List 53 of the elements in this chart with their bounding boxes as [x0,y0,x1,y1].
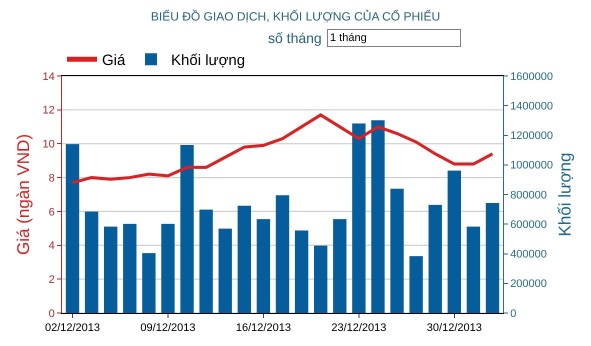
y-tick-label: 8 [48,172,55,184]
text: 1 tháng [330,32,458,44]
y2-axis-title: Khối lượng [555,152,574,236]
y-tick-label: 14 [42,70,55,83]
y-axis-title: Giá (ngàn VND) [14,134,34,255]
y2-tick-label: 800000 [510,189,547,202]
bar [428,204,442,313]
y2-tick-label: 1400000 [510,100,554,112]
bar [104,226,118,313]
bar [294,230,308,313]
bar [390,188,404,313]
bar [486,202,500,313]
bar [409,256,423,313]
x-tick-label: 30/12/2013 [426,322,482,334]
bar [180,145,194,313]
legend-label: Giá [102,52,126,70]
bar [66,144,80,313]
x-tick-label: 02/12/2013 [44,322,100,334]
bar [333,219,346,313]
y-tick-label: 0 [48,308,55,320]
y2-tick-label: 1200000 [510,130,554,142]
bar [238,206,251,313]
y2-tick-label: 1000000 [510,160,554,172]
bar [142,253,156,313]
x-tick-label: 09/12/2013 [140,322,196,334]
bar [256,219,270,313]
y-tick-label: 10 [42,138,55,151]
y2-tick-label: 600000 [510,218,547,231]
y-tick-label: 6 [48,206,55,218]
legend-label: Khối lượng [171,52,246,70]
bar [84,212,98,313]
chart-title: BIỂU ĐỒ GIAO DỊCH, KHỐI LƯỢNG CỦA CỔ PHIẾU [150,10,440,24]
bar [466,226,480,313]
y-tick-label: 2 [48,274,55,286]
bar [371,120,385,313]
text: số tháng [268,30,322,46]
bar [123,224,136,313]
bar [314,246,328,313]
bar [161,224,175,313]
y2-tick-label: 0 [510,308,516,320]
bar [199,210,213,313]
bar [218,228,232,313]
x-tick-label: 16/12/2013 [236,322,291,334]
y-tick-label: 4 [48,240,55,252]
y2-tick-label: 200000 [510,278,547,290]
bar [276,195,290,313]
x-tick-label: 23/12/2013 [331,322,386,334]
bar [448,170,461,313]
bar [352,124,366,313]
y2-tick-label: 400000 [510,248,547,261]
y-tick-label: 12 [42,104,55,117]
y2-tick-label: 1600000 [510,70,554,83]
line-series [71,113,494,184]
